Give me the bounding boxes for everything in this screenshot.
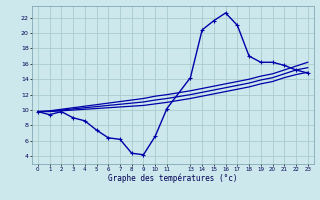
X-axis label: Graphe des températures (°c): Graphe des températures (°c): [108, 174, 237, 183]
